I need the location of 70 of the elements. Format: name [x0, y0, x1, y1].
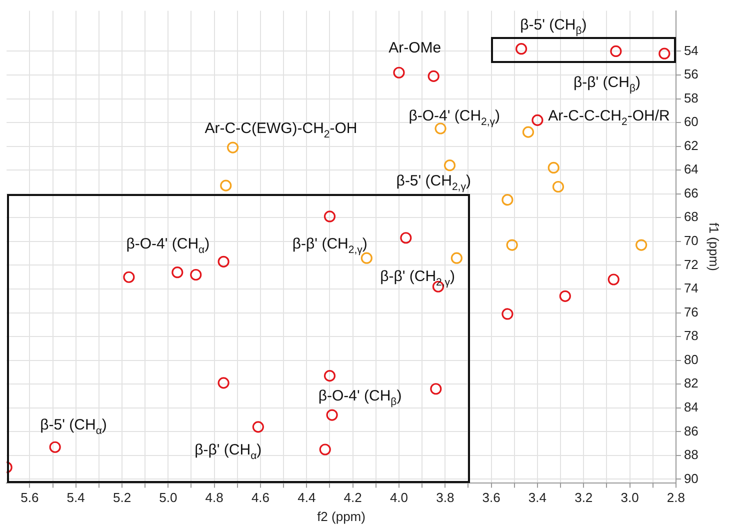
- point: [326, 409, 338, 421]
- point: [360, 252, 372, 264]
- point: [610, 45, 622, 58]
- point: [123, 271, 135, 283]
- x-tick-label: 4.8: [205, 490, 224, 506]
- y-tick-label: 60: [684, 114, 698, 130]
- y-tick-label: 82: [684, 376, 698, 391]
- x-tick-label: 3.0: [620, 490, 639, 506]
- point: [444, 160, 456, 172]
- point: [608, 274, 620, 286]
- point: [548, 162, 560, 174]
- y-tick-label: 76: [684, 304, 698, 320]
- y-tick-label: 70: [684, 233, 698, 248]
- y-tick-label: 88: [684, 447, 698, 462]
- y-tick-label: 72: [684, 256, 698, 272]
- y-tick-label: 78: [684, 328, 698, 344]
- y-tick-label: 64: [684, 162, 698, 177]
- point: [428, 70, 440, 82]
- point: [636, 239, 648, 251]
- point: [220, 180, 232, 192]
- x-tick-label: 3.8: [436, 490, 454, 506]
- point: [172, 266, 184, 278]
- y-tick-label: 62: [684, 138, 698, 153]
- point: [502, 308, 514, 320]
- point: [49, 441, 61, 453]
- point: [552, 180, 564, 193]
- point: [532, 114, 544, 126]
- x-tick-label: 3.4: [528, 490, 546, 506]
- x-axis-title: f2 (ppm): [317, 508, 366, 524]
- x-tick-label: 5.2: [112, 490, 132, 506]
- x-tick-label: 4.2: [344, 490, 362, 506]
- point: [319, 444, 331, 456]
- point: [190, 268, 202, 281]
- point: [324, 210, 336, 222]
- x-tick-label: 5.0: [159, 490, 178, 506]
- y-tick-label: 56: [684, 66, 698, 82]
- point: [658, 48, 670, 60]
- point: [400, 232, 412, 244]
- annotation: Ar-OMe: [388, 39, 442, 56]
- y-tick-label: 80: [684, 352, 698, 367]
- y-tick-label: 54: [684, 42, 698, 58]
- y-tick-label: 74: [684, 280, 698, 296]
- y-tick-label: 86: [684, 423, 698, 438]
- y-tick-label: 84: [684, 399, 698, 414]
- x-tick-label: 3.6: [482, 490, 500, 506]
- point: [516, 43, 528, 55]
- point: [393, 66, 405, 78]
- y-tick-label: 90: [684, 470, 698, 486]
- point: [450, 252, 462, 264]
- point: [430, 383, 442, 395]
- point: [324, 370, 336, 382]
- point: [506, 239, 518, 251]
- x-tick-label: 5.4: [66, 490, 85, 506]
- y-axis-title: f1 (ppm): [706, 222, 722, 272]
- y-tick-label: 66: [684, 185, 698, 200]
- x-tick-label: 4.6: [251, 490, 270, 506]
- x-tick-label: 5.6: [20, 490, 39, 506]
- point: [522, 126, 534, 138]
- point: [502, 194, 514, 206]
- point: [559, 290, 571, 302]
- point: [218, 377, 230, 389]
- y-tick-label: 68: [684, 209, 698, 224]
- y-tick-label: 58: [684, 90, 698, 106]
- point: [226, 142, 239, 154]
- point: [218, 256, 230, 268]
- x-tick-label: 4.0: [390, 490, 408, 506]
- x-tick-label: 3.2: [574, 490, 593, 506]
- point: [252, 421, 264, 433]
- x-tick-label: 4.4: [298, 490, 316, 506]
- x-tick-label: 2.8: [666, 490, 685, 506]
